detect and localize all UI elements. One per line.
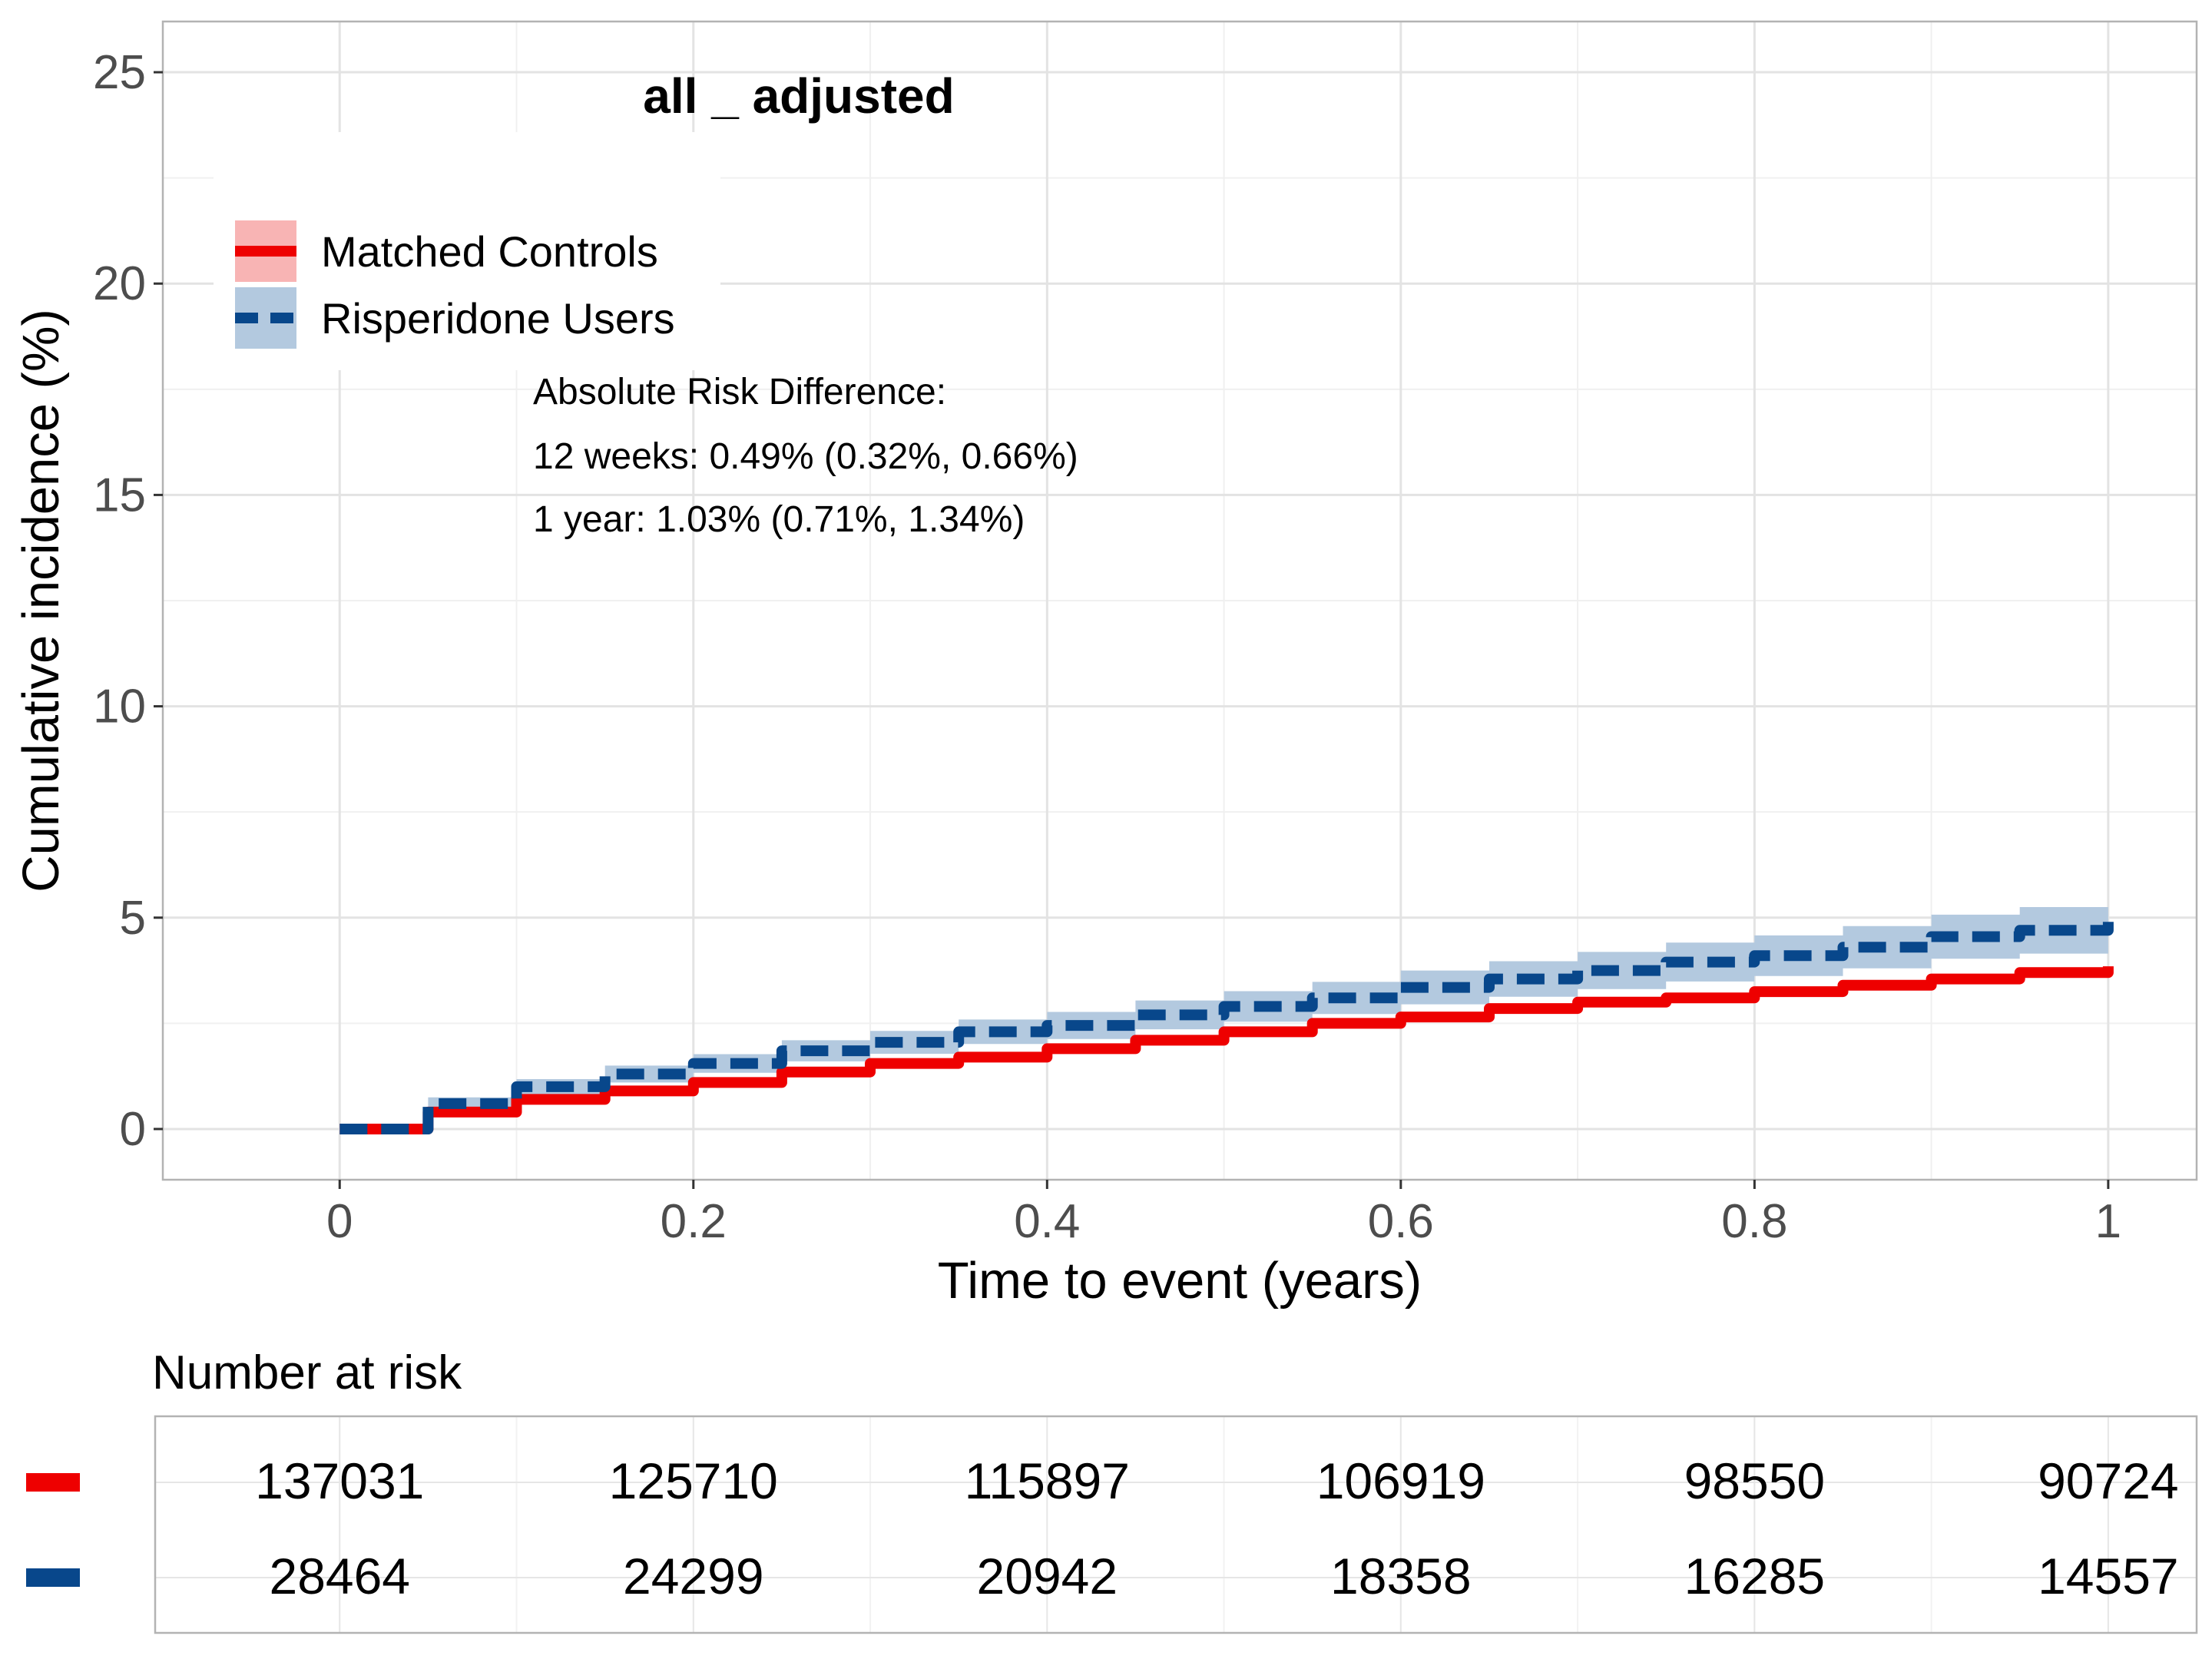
y-axis-title: Cumulative incidence (%)	[12, 309, 70, 892]
y-tick-label: 0	[120, 1103, 146, 1156]
risk-table-cell: 106919	[1316, 1452, 1485, 1509]
chart-title: all _ adjusted	[643, 68, 954, 124]
y-tick-label: 25	[93, 46, 146, 99]
risk-table-cells: 137031 125710 115897 106919 98550 90724 28464 2…	[255, 1452, 2178, 1604]
legend-label: Matched Controls	[321, 227, 658, 276]
risk-table-cell: 16285	[1684, 1548, 1826, 1604]
legend-background	[214, 132, 720, 370]
y-tick-label: 20	[93, 257, 146, 310]
risk-table: 137031 125710 115897 106919 98550 90724 28464 2…	[26, 1415, 2198, 1634]
series-line	[339, 922, 2114, 1134]
risk-table-cell: 98550	[1684, 1452, 1826, 1509]
x-tick-label: 1	[2095, 1195, 2121, 1248]
y-axis: 0 5 10 15 20 25	[93, 46, 163, 1156]
x-tick-label: 0.4	[1014, 1195, 1080, 1248]
legend-item-risperidone-users: Risperidone Users	[235, 287, 675, 349]
annotation-line: 1 year: 1.03% (0.71%, 1.34%)	[533, 499, 1025, 540]
risk-table-cell: 24299	[623, 1548, 764, 1604]
x-tick-label: 0.2	[661, 1195, 727, 1248]
legend-item-matched-controls: Matched Controls	[235, 220, 658, 282]
annotation-line: Absolute Risk Difference:	[533, 372, 946, 412]
risk-table-title: Number at risk	[152, 1346, 462, 1399]
risk-table-cell: 90724	[2038, 1452, 2179, 1509]
x-tick-label: 0.8	[1721, 1195, 1787, 1248]
risk-table-keys	[26, 1473, 80, 1587]
panel-border	[161, 20, 2198, 1181]
risk-table-border	[154, 1415, 2198, 1634]
risk-table-cell: 20942	[977, 1548, 1118, 1604]
y-tick-label: 15	[93, 469, 146, 522]
x-axis: 0 0.2 0.4 0.6 0.8 1	[326, 1180, 2121, 1248]
legend: Matched Controls Risperidone Users	[214, 132, 720, 370]
risk-table-cell: 125710	[609, 1452, 778, 1509]
risk-difference-annotation: Absolute Risk Difference: 12 weeks: 0.49…	[533, 372, 1078, 540]
series-lines	[339, 922, 2114, 1134]
risk-table-gridlines	[155, 1416, 2197, 1633]
x-tick-label: 0.6	[1368, 1195, 1434, 1248]
risk-table-cell: 14557	[2038, 1548, 2179, 1604]
x-tick-label: 0	[326, 1195, 353, 1248]
y-tick-label: 10	[93, 680, 146, 733]
risk-table-cell: 115897	[965, 1452, 1130, 1509]
y-tick-label: 5	[120, 892, 146, 945]
risk-table-cell: 137031	[255, 1452, 424, 1509]
x-axis-title: Time to event (years)	[938, 1252, 1422, 1310]
annotation-line: 12 weeks: 0.49% (0.32%, 0.66%)	[533, 436, 1078, 477]
legend-label: Risperidone Users	[321, 294, 675, 343]
risk-table-cell: 18358	[1330, 1548, 1472, 1604]
risk-table-cell: 28464	[269, 1548, 410, 1604]
series-line	[339, 966, 2114, 1134]
